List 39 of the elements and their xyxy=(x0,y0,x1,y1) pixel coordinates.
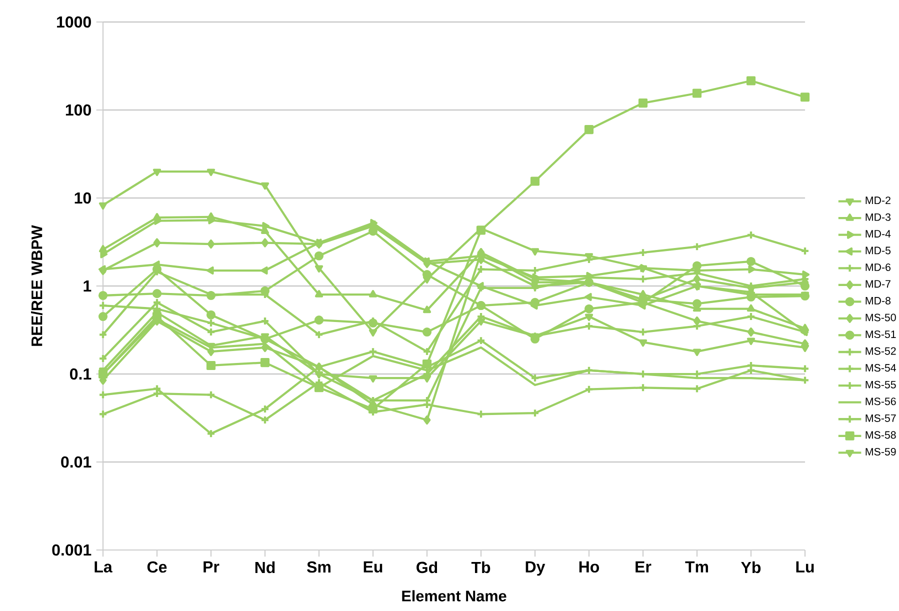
y-tick-label: 100 xyxy=(66,104,91,116)
x-tick-label: Pr xyxy=(204,561,220,572)
y-tick-label: 10 xyxy=(74,192,91,204)
x-tick-label: Er xyxy=(636,561,652,572)
x-tick-label: Tb xyxy=(471,561,490,574)
y-tick-label: 0.01 xyxy=(61,456,92,468)
x-tick-label: Nd xyxy=(255,561,275,574)
y-tick-label: 1000 xyxy=(57,16,91,28)
legend-label: MS-59 xyxy=(866,448,896,456)
legend-label: MD-6 xyxy=(866,263,891,272)
legend-label: MD-7 xyxy=(866,280,890,288)
x-tick-label: Lu xyxy=(796,561,814,573)
y-tick-label: 0.1 xyxy=(70,368,92,380)
y-tick-label: 0.001 xyxy=(52,544,92,556)
legend-label: MD-2 xyxy=(866,196,890,204)
legend-label: MD-5 xyxy=(866,246,891,254)
legend-label: MS-57 xyxy=(866,414,896,422)
legend-label: MS-56 xyxy=(866,398,896,406)
legend-label: MD-3 xyxy=(866,213,891,221)
legend-label: MS-52 xyxy=(866,347,896,355)
legend-label: MD-8 xyxy=(866,296,891,304)
legend-label: MD-4 xyxy=(866,230,891,238)
legend-label: MS-58 xyxy=(866,431,896,439)
legend-label: MS-54 xyxy=(866,364,896,372)
x-tick-label: Ce xyxy=(147,561,167,573)
legend-label: MS-55 xyxy=(866,380,896,388)
x-tick-label: Yb xyxy=(741,561,761,574)
x-tick-label: La xyxy=(94,561,112,573)
legend-label: MS-50 xyxy=(866,314,896,322)
x-axis-title: Element Name xyxy=(402,590,506,602)
y-axis-title: REE/REE WBPW xyxy=(31,225,42,346)
x-tick-label: Eu xyxy=(364,561,382,573)
x-tick-label: Gd xyxy=(416,561,438,574)
x-tick-label: Ho xyxy=(579,561,600,573)
x-tick-label: Tm xyxy=(685,561,708,572)
legend-label: MS-51 xyxy=(866,330,896,338)
y-tick-label: 1 xyxy=(84,280,92,292)
x-tick-label: Sm xyxy=(307,561,330,573)
x-tick-label: Dy xyxy=(526,561,546,576)
